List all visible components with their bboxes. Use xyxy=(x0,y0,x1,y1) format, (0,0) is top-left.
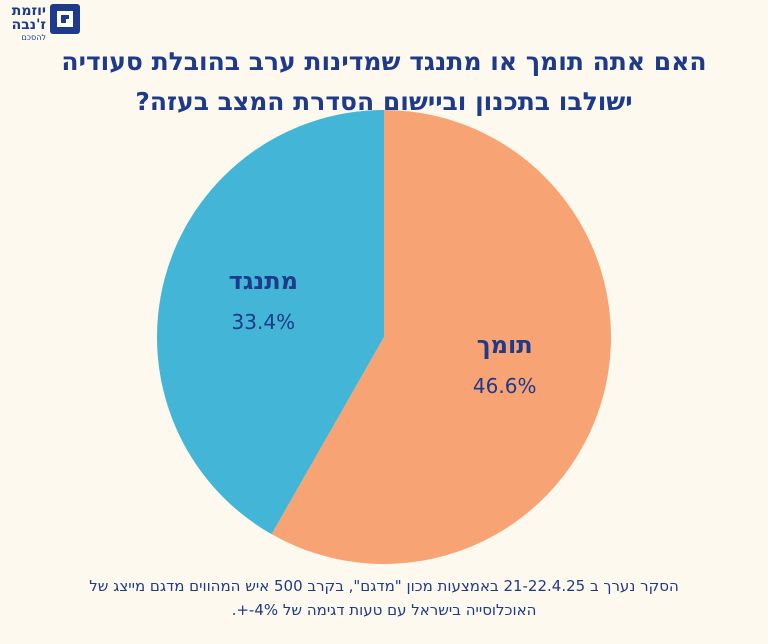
pie-slice-0 xyxy=(271,110,611,564)
logo-text: יוזמת ז'נבה להסכם xyxy=(6,4,46,42)
pie-slice-1 xyxy=(156,110,384,535)
survey-footnote: הסקר נערך ב 21-22.4.25 באמצעות מכון "מדג… xyxy=(30,574,738,622)
pie-slice-label-1: מתנגד xyxy=(229,267,298,295)
logo: יוזמת ז'נבה להסכם xyxy=(6,4,80,42)
pie-slice-label-0: תומך xyxy=(477,331,533,359)
footnote-line2: האוכלוסייה בישראל עם טעות דגימה של 4%-+. xyxy=(231,601,537,619)
pie-slice-value-0: 46.6% xyxy=(473,374,537,398)
pie-slice-value-1: 33.4% xyxy=(232,310,296,334)
logo-subtitle: להסכם xyxy=(21,33,46,42)
logo-name-line1: יוזמת xyxy=(11,3,46,19)
footnote-line1: הסקר נערך ב 21-22.4.25 באמצעות מכון "מדג… xyxy=(89,577,679,595)
chart-title-line1: האם אתה תומך או מתנגד שמדינות ערב בהובלת… xyxy=(61,47,707,76)
geneva-initiative-logo-icon xyxy=(50,4,80,34)
logo-name-line2: ז'נבה xyxy=(11,17,46,33)
